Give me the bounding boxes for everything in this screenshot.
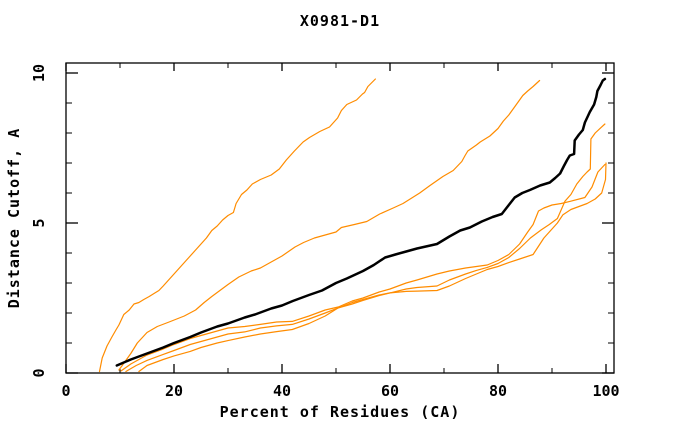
x-tick-label: 40 [273,382,291,400]
x-tick-label: 20 [165,382,183,400]
x-tick-label: 100 [592,382,619,400]
series-orange-curve-5-bundle-lower [138,162,607,373]
series-black-curve-highlighted [115,77,607,367]
series-orange-curve-4-bundle-middle [125,123,606,373]
y-tick-label: 5 [30,218,48,227]
series-orange-curve-1-steepest [98,78,376,373]
chart-title: X0981-D1 [299,12,381,30]
y-tick-label: 10 [30,64,48,82]
x-tick-label: 0 [61,382,70,400]
series-orange-curve-2 [118,79,541,371]
y-tick-label: 0 [30,368,48,377]
plot-frame [65,62,615,374]
series-orange-curve-3-bundle-upper [120,163,606,372]
x-axis-label: Percent of Residues (CA) [219,403,461,421]
x-tick-label: 60 [381,382,399,400]
x-tick-label: 80 [489,382,507,400]
